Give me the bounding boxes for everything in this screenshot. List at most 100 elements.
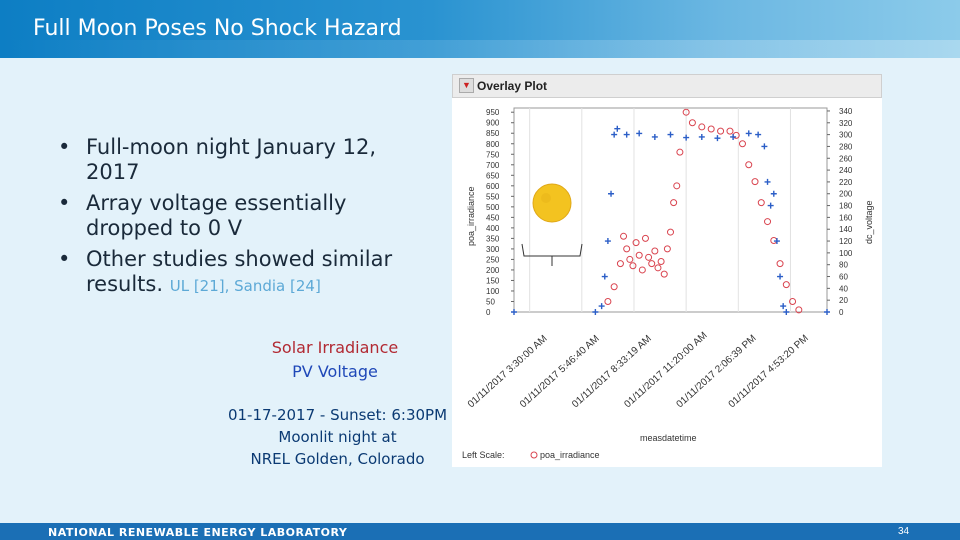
bullet-item: Full-moon night January 12, 2017 [58, 135, 408, 185]
series-poa_irradiance [604, 108, 803, 314]
y-left-tick-label: 600 [486, 182, 500, 191]
y-left-tick-label: 350 [486, 234, 500, 243]
voltage-point [773, 238, 780, 245]
irradiance-point [616, 260, 624, 268]
irradiance-point [663, 245, 671, 253]
voltage-point [611, 131, 618, 138]
bullet-item: Array voltage essentially dropped to 0 V [58, 191, 408, 241]
bullet-text: Full-moon night January 12, 2017 [86, 135, 377, 184]
irradiance-point [717, 127, 725, 135]
overlay-plot-panel: ▼ Overlay Plot 950 900 850 800 750 700 650 600 5… [452, 74, 882, 467]
irradiance-point [629, 262, 637, 270]
irradiance-point [641, 234, 649, 242]
irradiance-point [657, 258, 665, 266]
y-right-tick-label: 180 [839, 202, 853, 211]
y-left-tick-label: 250 [486, 255, 500, 264]
voltage-point [764, 178, 771, 185]
footer-bar [0, 523, 960, 540]
y-right-tick-label: 200 [839, 190, 853, 199]
irradiance-point [604, 297, 612, 305]
y-right-tick-label: 0 [839, 308, 844, 317]
voltage-point [667, 131, 674, 138]
legend-irradiance-label: poa_irradiance [540, 450, 600, 460]
y-right-tick-label: 40 [839, 284, 848, 293]
bullet-item: Other studies showed similar results. UL… [58, 247, 408, 299]
irradiance-point [676, 148, 684, 156]
irradiance-point [764, 218, 772, 226]
voltage-point [698, 133, 705, 140]
y-right-tick-label: 140 [839, 225, 853, 234]
irradiance-point [654, 264, 662, 272]
irradiance-point [738, 140, 746, 148]
voltage-point [651, 133, 658, 140]
y-left-tick-label: 200 [486, 266, 500, 275]
irradiance-point [648, 260, 656, 268]
voltage-point [730, 133, 737, 140]
irradiance-point [757, 199, 765, 207]
y-left-tick-label: 800 [486, 140, 500, 149]
plot-title: Overlay Plot [477, 79, 548, 93]
y-left-tick-label: 150 [486, 276, 500, 285]
voltage-point [511, 309, 517, 315]
irradiance-point [688, 119, 696, 127]
lab-name: NATIONAL RENEWABLE ENERGY LABORATORY [48, 526, 348, 539]
legend-solar-irradiance: Solar Irradiance [271, 338, 399, 357]
y-right-tick-label: 20 [839, 296, 848, 305]
plot-title-bar: ▼ Overlay Plot [452, 74, 882, 98]
slide-title: Full Moon Poses No Shock Hazard [33, 16, 402, 41]
irradiance-point [610, 283, 618, 291]
y-right-axis-label: dc_voltage [864, 200, 874, 244]
irradiance-point [632, 239, 640, 247]
slide-header [0, 0, 960, 58]
bullet-list: Full-moon night January 12, 2017 Array v… [58, 135, 408, 305]
voltage-point [604, 238, 611, 245]
voltage-point [745, 130, 752, 137]
y-left-tick-label: 900 [486, 119, 500, 128]
irradiance-point [673, 182, 681, 190]
reference-citations: UL [21], Sandia [24] [169, 277, 321, 295]
irradiance-point [620, 232, 628, 240]
observation-note: 01-17-2017 - Sunset: 6:30PM Moonlit nigh… [225, 404, 450, 470]
irradiance-point [682, 108, 690, 116]
voltage-point [777, 273, 784, 280]
voltage-point [780, 303, 787, 310]
voltage-point [755, 131, 762, 138]
y-right-tick-label: 120 [839, 237, 853, 246]
legend-irradiance-marker [530, 451, 538, 459]
y-right-tick-label: 300 [839, 131, 853, 140]
irradiance-point [667, 228, 674, 236]
irradiance-point [726, 127, 734, 135]
irradiance-point [707, 125, 715, 133]
y-left-tick-label: 750 [486, 150, 500, 159]
y-right-tick-label: 60 [839, 273, 848, 282]
irradiance-point [698, 123, 706, 131]
note-line: NREL Golden, Colorado [250, 450, 425, 468]
overlay-plot-chart: 9509008508007507006506005505004504003503… [462, 107, 874, 460]
irradiance-point [776, 260, 784, 268]
irradiance-point [751, 178, 759, 186]
y-left-tick-label: 700 [486, 161, 500, 170]
page-number: 34 [898, 526, 910, 537]
voltage-point [598, 303, 605, 310]
irradiance-point [745, 161, 753, 169]
voltage-point [623, 131, 630, 138]
irradiance-point [645, 253, 653, 261]
y-right-tick-label: 240 [839, 166, 853, 175]
voltage-point [824, 309, 830, 315]
y-right-tick-label: 80 [839, 261, 848, 270]
y-right-tick-label: 260 [839, 154, 853, 163]
header-band [0, 40, 960, 58]
y-left-tick-label: 950 [486, 108, 500, 117]
collapse-triangle-icon[interactable]: ▼ [459, 78, 474, 93]
voltage-point [714, 135, 721, 142]
irradiance-point [635, 251, 643, 259]
voltage-point [770, 190, 777, 197]
y-right-tick-label: 340 [839, 107, 853, 116]
y-left-tick-label: 450 [486, 213, 500, 222]
irradiance-point [651, 247, 659, 255]
irradiance-point [623, 245, 631, 253]
voltage-point [636, 130, 643, 137]
bullet-text: Array voltage essentially dropped to 0 V [86, 191, 347, 240]
irradiance-point [789, 297, 797, 305]
y-left-tick-label: 100 [486, 287, 500, 296]
